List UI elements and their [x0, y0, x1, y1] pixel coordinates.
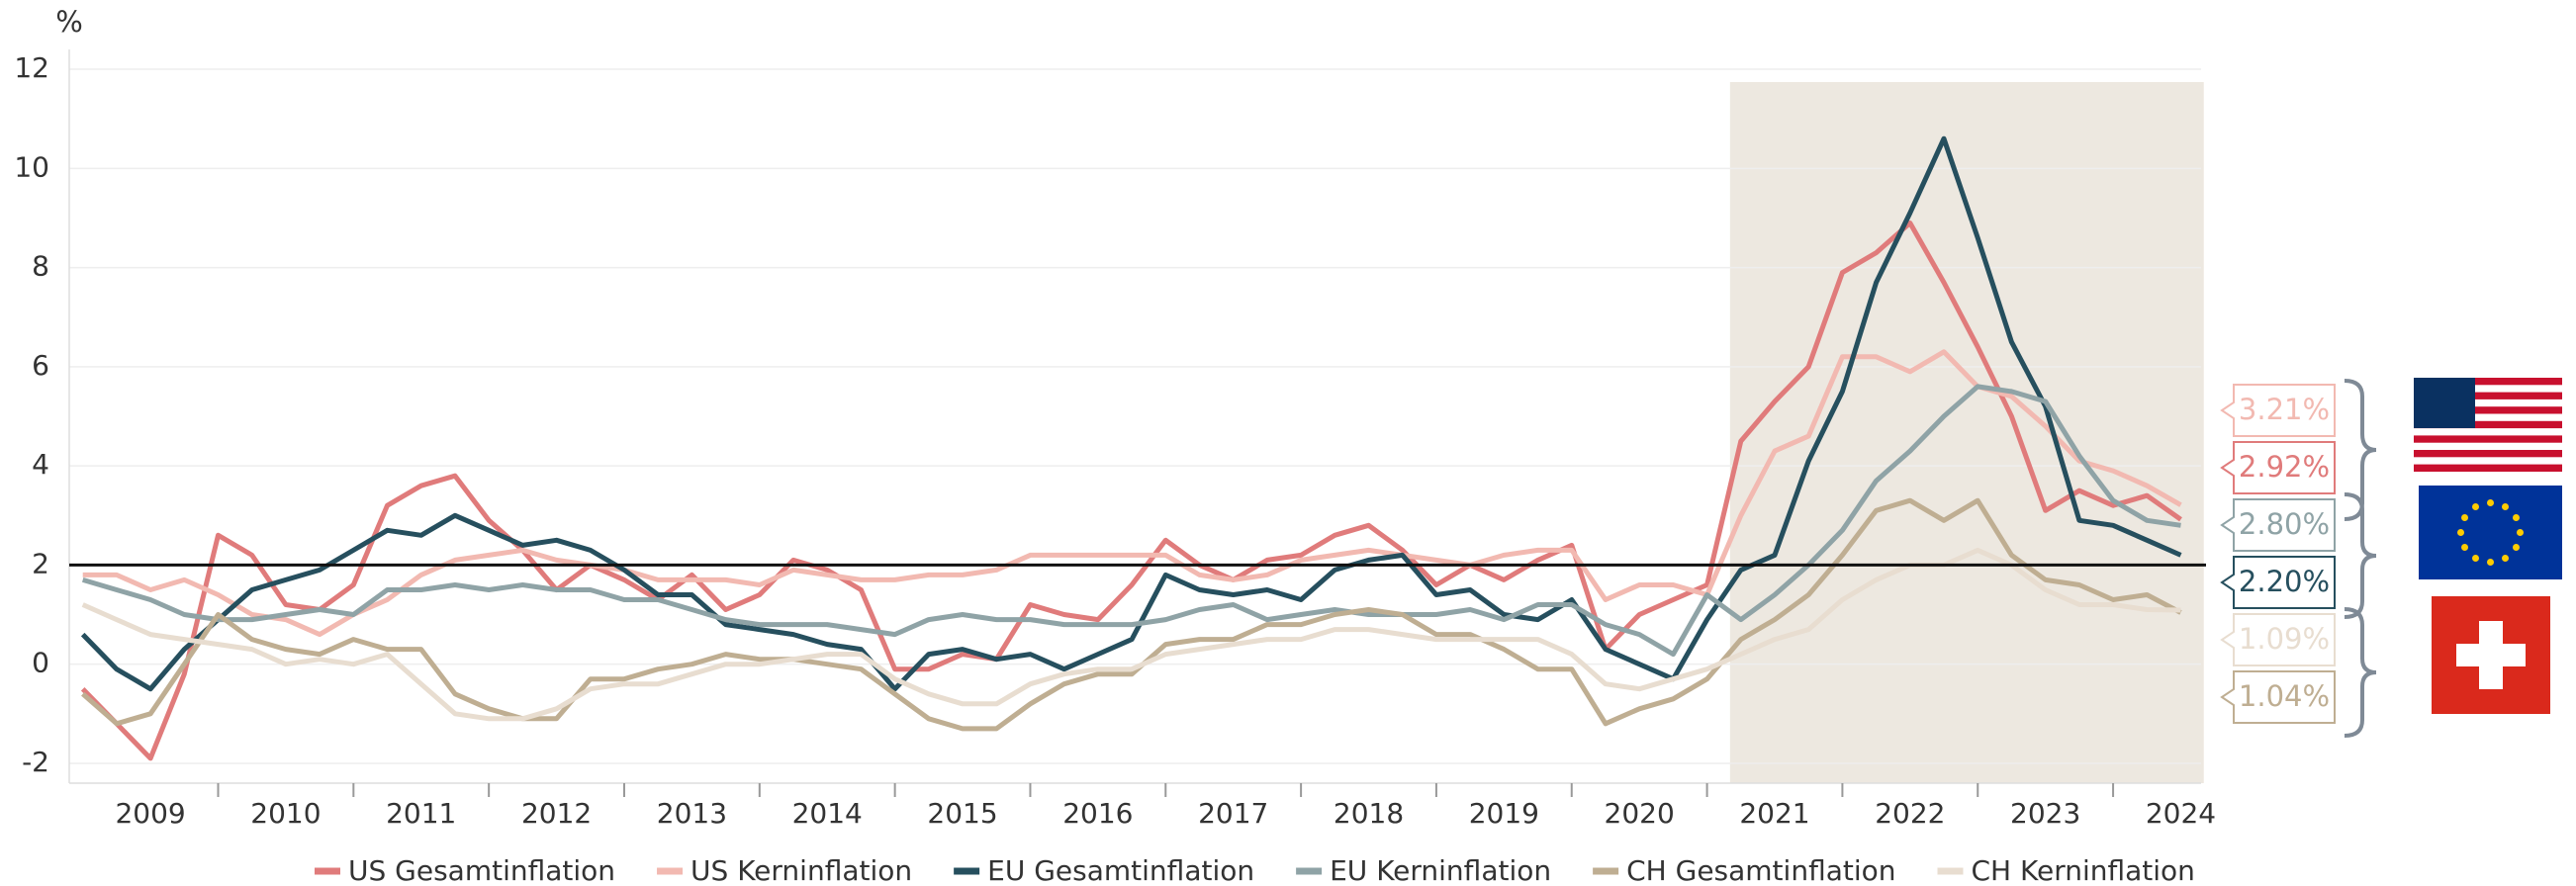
- us-flag: [2414, 378, 2562, 472]
- eu-star: [2472, 554, 2479, 562]
- end-label: 3.21%: [2239, 393, 2330, 426]
- plot: -2 0 2 4 6 8 10 12 2009 2010 2011 2012 2013 2014 2015 2…: [14, 49, 2216, 830]
- eu-star: [2461, 544, 2469, 551]
- end-label-box: [2220, 498, 2336, 552]
- x-tick-label: 2019: [1469, 797, 1539, 830]
- y-tick-label: 12: [14, 51, 49, 84]
- y-tick-label: 6: [32, 349, 49, 382]
- eu-star: [2512, 514, 2520, 521]
- end-label-box: [2220, 441, 2336, 494]
- x-tick-label: 2018: [1334, 797, 1404, 830]
- x-tick-label: 2022: [1875, 797, 1945, 830]
- x-tick-label: 2009: [115, 797, 185, 830]
- y-tick-label: 10: [14, 150, 49, 183]
- series-line: [80, 221, 2182, 761]
- legend-label: US Kerninflation: [690, 854, 912, 886]
- bracket: [2344, 607, 2377, 738]
- y-tick-label: 0: [32, 647, 49, 679]
- end-label: 2.92%: [2239, 450, 2330, 484]
- bracket: [2344, 492, 2377, 619]
- x-tick-label: 2021: [1739, 797, 1809, 830]
- series-line: [82, 349, 2182, 638]
- eu-star: [2472, 503, 2479, 511]
- legend-label: US Gesamtinflation: [348, 854, 615, 886]
- eu-star: [2461, 514, 2469, 521]
- eu-star: [2502, 503, 2509, 511]
- x-tick-label: 2024: [2146, 797, 2216, 830]
- highlight-band: [1729, 82, 2204, 783]
- x-tick-label: 2011: [386, 797, 456, 830]
- x-tick-label: 2016: [1062, 797, 1133, 830]
- end-label-box: [2220, 384, 2336, 437]
- eu-star: [2502, 554, 2509, 562]
- x-tick-label: 2014: [792, 797, 863, 830]
- series-line: [80, 135, 2182, 692]
- eu-star: [2512, 544, 2520, 551]
- x-tick-label: 2012: [521, 797, 592, 830]
- y-axis-label: %: [55, 5, 83, 39]
- x-tick-label: 2023: [2010, 797, 2080, 830]
- y-tick-label: 8: [32, 250, 49, 283]
- end-label: 1.04%: [2239, 679, 2330, 713]
- end-label-box: [2220, 613, 2336, 666]
- eu-star: [2457, 529, 2464, 536]
- series-line: [81, 384, 2181, 658]
- x-tick-label: 2017: [1198, 797, 1268, 830]
- end-label-box: [2220, 670, 2336, 724]
- series-line: [81, 547, 2181, 722]
- legend-label: EU Kerninflation: [1330, 854, 1551, 886]
- flags: [2344, 378, 2562, 738]
- eu-flag: [2419, 486, 2562, 579]
- x-tick-label: 2015: [927, 797, 997, 830]
- end-label: 2.20%: [2239, 565, 2330, 598]
- x-tick-label: 2010: [250, 797, 321, 830]
- end-label-box: [2220, 556, 2336, 609]
- legend-label: CH Kerninflation: [1972, 854, 2195, 886]
- legend-label: CH Gesamtinflation: [1626, 854, 1895, 886]
- y-tick-label: -2: [22, 746, 49, 778]
- end-label: 1.09%: [2239, 622, 2330, 656]
- end-label: 2.80%: [2239, 507, 2330, 541]
- legend-label: EU Gesamtinflation: [987, 854, 1254, 886]
- eu-star: [2517, 529, 2524, 536]
- y-tick-label: 4: [32, 448, 49, 481]
- eu-star: [2487, 559, 2494, 566]
- x-tick-label: 2020: [1605, 797, 1675, 830]
- series-line: [81, 497, 2182, 732]
- eu-star: [2487, 499, 2494, 506]
- x-tick-label: 2013: [657, 797, 727, 830]
- ch-flag: [2432, 596, 2550, 714]
- y-tick-label: 2: [32, 547, 49, 579]
